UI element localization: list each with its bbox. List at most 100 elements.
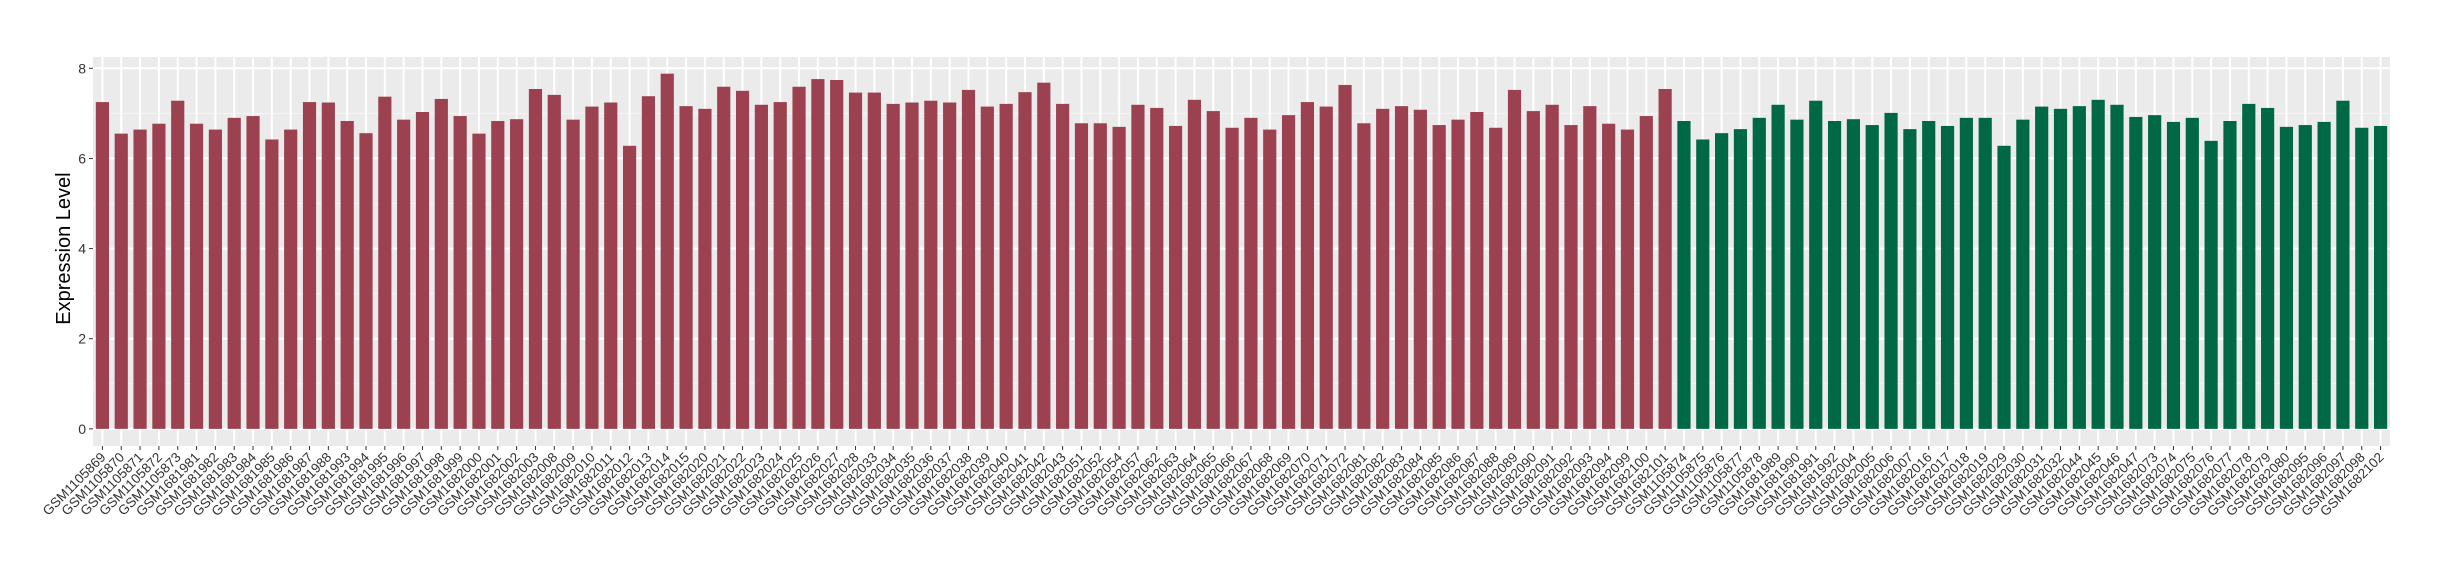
bar (1978, 117, 1992, 429)
bar (2016, 119, 2030, 429)
bar (604, 102, 618, 429)
bar (1827, 121, 1842, 429)
bar (152, 123, 166, 429)
bar (1413, 109, 1427, 429)
bar (1244, 117, 1258, 429)
bar (133, 129, 147, 429)
bar (415, 111, 430, 429)
bar (397, 119, 411, 429)
bar (2166, 121, 2181, 429)
bar (189, 123, 204, 429)
bar (905, 102, 919, 429)
bar (1489, 127, 1503, 429)
bar (472, 133, 486, 429)
bar (1037, 82, 1051, 429)
bar (378, 96, 392, 429)
bar (999, 103, 1013, 429)
bar (2129, 116, 2143, 429)
bar (1432, 125, 1446, 429)
bar (302, 102, 317, 429)
bar (1620, 129, 1635, 429)
bar (811, 79, 825, 429)
bar (1903, 129, 1917, 429)
bar (1884, 112, 1898, 429)
bar (2072, 106, 2086, 429)
bar (943, 102, 957, 429)
bar (1865, 125, 1879, 429)
bar (2223, 121, 2237, 429)
bar (1206, 111, 1220, 429)
bar (1922, 121, 1936, 429)
bar (1451, 119, 1465, 429)
bar (585, 106, 599, 429)
y-tick-label: 4 (78, 241, 86, 257)
bar (867, 92, 881, 429)
x-axis: GSM1105869GSM1105870GSM1105871GSM1105872… (40, 446, 2387, 519)
bar (1639, 116, 1653, 429)
bar (773, 102, 787, 429)
bar (1677, 121, 1691, 429)
bar (1357, 123, 1371, 429)
bar (2373, 125, 2388, 429)
bar (566, 119, 580, 429)
bar (2053, 108, 2068, 429)
bar (227, 117, 241, 429)
bar (547, 94, 561, 429)
bar (284, 129, 298, 429)
bar (1263, 129, 1277, 429)
bar (1470, 111, 1484, 429)
y-tick-label: 8 (78, 60, 86, 76)
bar (1112, 126, 1126, 429)
bar (1187, 99, 1202, 429)
bar (359, 133, 373, 429)
bar (1169, 125, 1183, 429)
bar (1338, 84, 1352, 429)
bar (1281, 115, 1296, 429)
bar (2185, 117, 2199, 429)
bar (1018, 92, 1032, 429)
bar (2317, 121, 2331, 429)
bar (2148, 115, 2162, 429)
bar (491, 121, 505, 429)
bar (1093, 123, 1107, 429)
bar (754, 104, 768, 429)
bar (453, 116, 467, 429)
bar (246, 116, 260, 429)
y-tick-label: 2 (78, 331, 86, 347)
bar (2110, 104, 2124, 429)
bar (2298, 125, 2312, 429)
bar (1319, 106, 1333, 429)
bar (340, 121, 354, 429)
bar (1771, 104, 1785, 429)
bar (114, 133, 128, 429)
bar (1545, 104, 1559, 429)
bar (848, 92, 863, 429)
bar (623, 145, 637, 429)
bar (2279, 126, 2294, 429)
bar (2336, 100, 2350, 429)
bar (528, 89, 543, 429)
bar (679, 106, 693, 429)
bar (1658, 89, 1672, 429)
bar (1790, 119, 1804, 429)
bar (2091, 99, 2105, 429)
bar (830, 79, 844, 429)
bar (171, 100, 185, 429)
bar (717, 86, 731, 429)
bar (1752, 117, 1766, 429)
bar (95, 102, 110, 429)
bar (698, 108, 712, 429)
bar (2242, 103, 2256, 429)
bars (95, 73, 2388, 429)
bar (1376, 108, 1390, 429)
bar (434, 98, 448, 429)
bar (924, 100, 938, 429)
bar (1809, 100, 1823, 429)
bar (1846, 119, 1860, 429)
bar (1150, 107, 1164, 429)
bar (1696, 139, 1710, 429)
bar (321, 102, 335, 429)
bar (1564, 125, 1578, 429)
bar (1300, 102, 1314, 429)
